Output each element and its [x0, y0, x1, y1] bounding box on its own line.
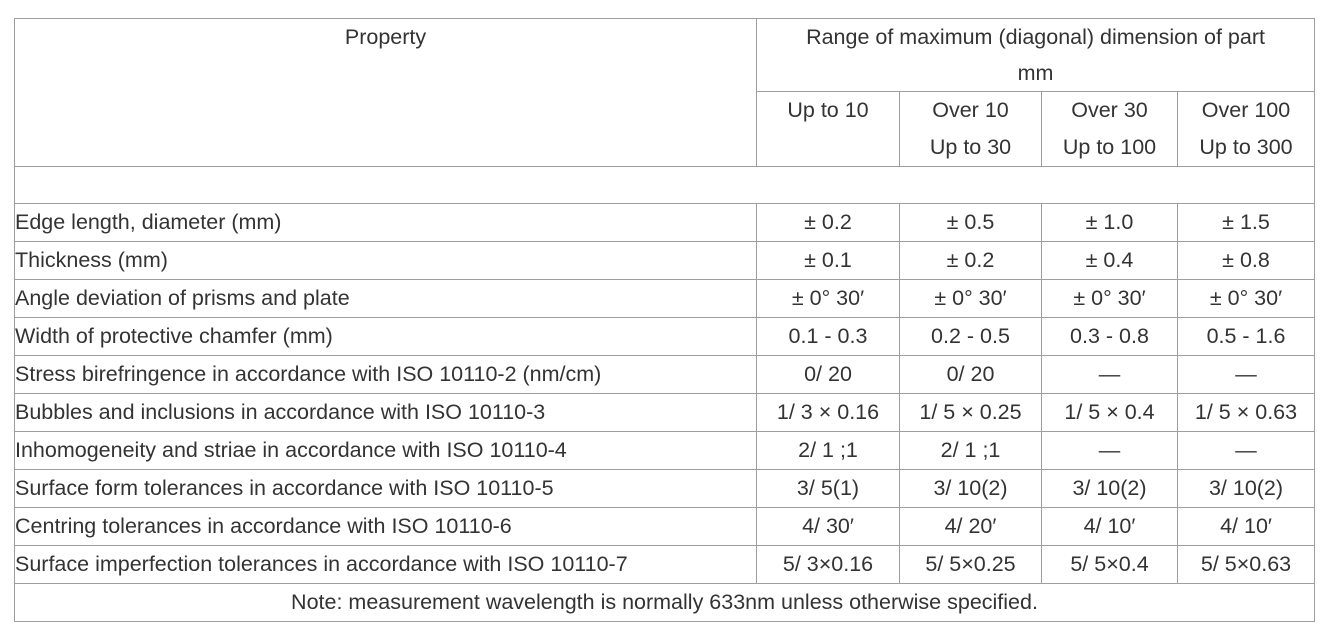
value-cell: 0.2 - 0.5 [899, 317, 1042, 356]
value-cell: ± 0.5 [899, 203, 1042, 242]
table-row: Bubbles and inclusions in accordance wit… [14, 393, 1316, 432]
range-col-line1: Over 30 [1071, 98, 1148, 122]
spacer-row [13, 166, 1316, 204]
value-cell: 2/ 1 ;1 [899, 431, 1042, 470]
value-cell: 4/ 10′ [1176, 507, 1316, 546]
range-col-10-30: Over 10 Up to 30 [899, 91, 1042, 167]
value-cell: ± 0.2 [756, 203, 900, 242]
value-cell: — [1176, 431, 1316, 470]
range-col-line1: Over 10 [932, 98, 1009, 122]
range-col-line1: Over 100 [1201, 98, 1291, 122]
value-cell: ± 1.5 [1176, 203, 1316, 242]
property-cell: Bubbles and inclusions in accordance wit… [14, 393, 757, 432]
range-col-line2: Up to 30 [929, 135, 1012, 159]
table-row: Stress birefringence in accordance with … [14, 355, 1316, 394]
note-row: Note: measurement wavelength is normally… [13, 583, 1316, 622]
range-header-line2: mm [1017, 61, 1054, 85]
value-cell: 0.3 - 0.8 [1041, 317, 1178, 356]
property-cell: Surface imperfection tolerances in accor… [14, 545, 757, 584]
value-cell: 4/ 10′ [1041, 507, 1178, 546]
value-cell: 5/ 5×0.25 [899, 545, 1042, 584]
value-cell: ± 0.2 [899, 241, 1042, 280]
property-cell: Edge length, diameter (mm) [14, 203, 757, 242]
value-cell: 1/ 5 × 0.25 [899, 393, 1042, 432]
value-cell: ± 0.8 [1176, 241, 1316, 280]
table-row: Width of protective chamfer (mm) 0.1 - 0.… [14, 317, 1316, 356]
value-cell: 0/ 20 [756, 355, 900, 394]
tolerance-table: Property Range of maximum (diagonal) dim… [13, 18, 1316, 622]
spacer-cell [13, 166, 1316, 204]
value-cell: 0.1 - 0.3 [756, 317, 900, 356]
property-header: Property [14, 18, 757, 167]
value-cell: 3/ 5(1) [756, 469, 900, 508]
value-cell: — [1176, 355, 1316, 394]
value-cell: ± 0° 30′ [1041, 279, 1178, 318]
note-cell: Note: measurement wavelength is normally… [13, 583, 1316, 622]
table-row: Surface imperfection tolerances in accor… [14, 545, 1316, 584]
header-row-1: Property Range of maximum (diagonal) dim… [14, 18, 1316, 167]
value-cell: ± 0.4 [1041, 241, 1178, 280]
property-cell: Inhomogeneity and striae in accordance w… [14, 431, 757, 470]
value-cell: ± 0° 30′ [1176, 279, 1316, 318]
value-cell: ± 0° 30′ [899, 279, 1042, 318]
value-cell: 5/ 5×0.4 [1041, 545, 1178, 584]
table-row: Edge length, diameter (mm) ± 0.2 ± 0.5 ± 1.… [14, 203, 1316, 242]
range-col-line2: Up to 100 [1062, 135, 1157, 159]
table-row: Thickness (mm) ± 0.1 ± 0.2 ± 0.4 ± 0.8 [14, 241, 1316, 280]
range-col-up-to-10: Up to 10 [756, 91, 900, 167]
property-cell: Angle deviation of prisms and plate [14, 279, 757, 318]
value-cell: ± 1.0 [1041, 203, 1178, 242]
table-row: Surface form tolerances in accordance wi… [14, 469, 1316, 508]
value-cell: 0/ 20 [899, 355, 1042, 394]
value-cell: 3/ 10(2) [899, 469, 1042, 508]
value-cell: ± 0° 30′ [756, 279, 900, 318]
property-cell: Thickness (mm) [14, 241, 757, 280]
table-row: Centring tolerances in accordance with I… [14, 507, 1316, 546]
range-col-line1: Up to 10 [787, 98, 869, 122]
value-cell: 5/ 3×0.16 [756, 545, 900, 584]
property-cell: Stress birefringence in accordance with … [14, 355, 757, 394]
value-cell: — [1041, 431, 1178, 470]
range-col-100-300: Over 100 Up to 300 [1176, 91, 1316, 167]
value-cell: 1/ 5 × 0.63 [1176, 393, 1316, 432]
range-col-line2: Up to 300 [1199, 135, 1293, 159]
value-cell: 3/ 10(2) [1041, 469, 1178, 508]
value-cell: 1/ 3 × 0.16 [756, 393, 900, 432]
value-cell: 4/ 30′ [756, 507, 900, 546]
value-cell: — [1041, 355, 1178, 394]
value-cell: 3/ 10(2) [1176, 469, 1316, 508]
table-row: Angle deviation of prisms and plate ± 0° … [14, 279, 1316, 318]
header-row-2: Up to 10 Over 10 Up to 30 Over 30 Up to … [15, 91, 1316, 167]
value-cell: 2/ 1 ;1 [756, 431, 900, 470]
range-col-30-100: Over 30 Up to 100 [1041, 91, 1178, 167]
property-cell: Surface form tolerances in accordance wi… [14, 469, 757, 508]
table-row: Inhomogeneity and striae in accordance w… [14, 431, 1316, 470]
value-cell: 5/ 5×0.63 [1176, 545, 1316, 584]
property-cell: Centring tolerances in accordance with I… [14, 507, 757, 546]
range-header-line1: Range of maximum (diagonal) dimension of… [806, 25, 1265, 49]
range-header: Range of maximum (diagonal) dimension of… [755, 18, 1316, 92]
value-cell: 1/ 5 × 0.4 [1041, 393, 1178, 432]
value-cell: 0.5 - 1.6 [1176, 317, 1316, 356]
value-cell: 4/ 20′ [899, 507, 1042, 546]
property-cell: Width of protective chamfer (mm) [14, 317, 757, 356]
value-cell: ± 0.1 [756, 241, 900, 280]
